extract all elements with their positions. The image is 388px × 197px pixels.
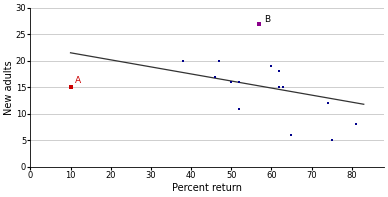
Y-axis label: New adults: New adults <box>4 60 14 115</box>
Point <box>236 80 242 84</box>
Point <box>288 134 294 137</box>
Point <box>268 64 274 68</box>
Text: A: A <box>75 76 81 85</box>
X-axis label: Percent return: Percent return <box>172 183 242 193</box>
Point <box>276 86 282 89</box>
Point <box>68 86 74 89</box>
Point <box>353 123 359 126</box>
Point <box>280 86 286 89</box>
Text: B: B <box>264 15 270 24</box>
Point <box>324 102 331 105</box>
Point <box>256 22 262 25</box>
Point <box>212 75 218 78</box>
Point <box>236 107 242 110</box>
Point <box>180 59 186 62</box>
Point <box>329 139 335 142</box>
Point <box>228 80 234 84</box>
Point <box>276 70 282 73</box>
Point <box>216 59 222 62</box>
